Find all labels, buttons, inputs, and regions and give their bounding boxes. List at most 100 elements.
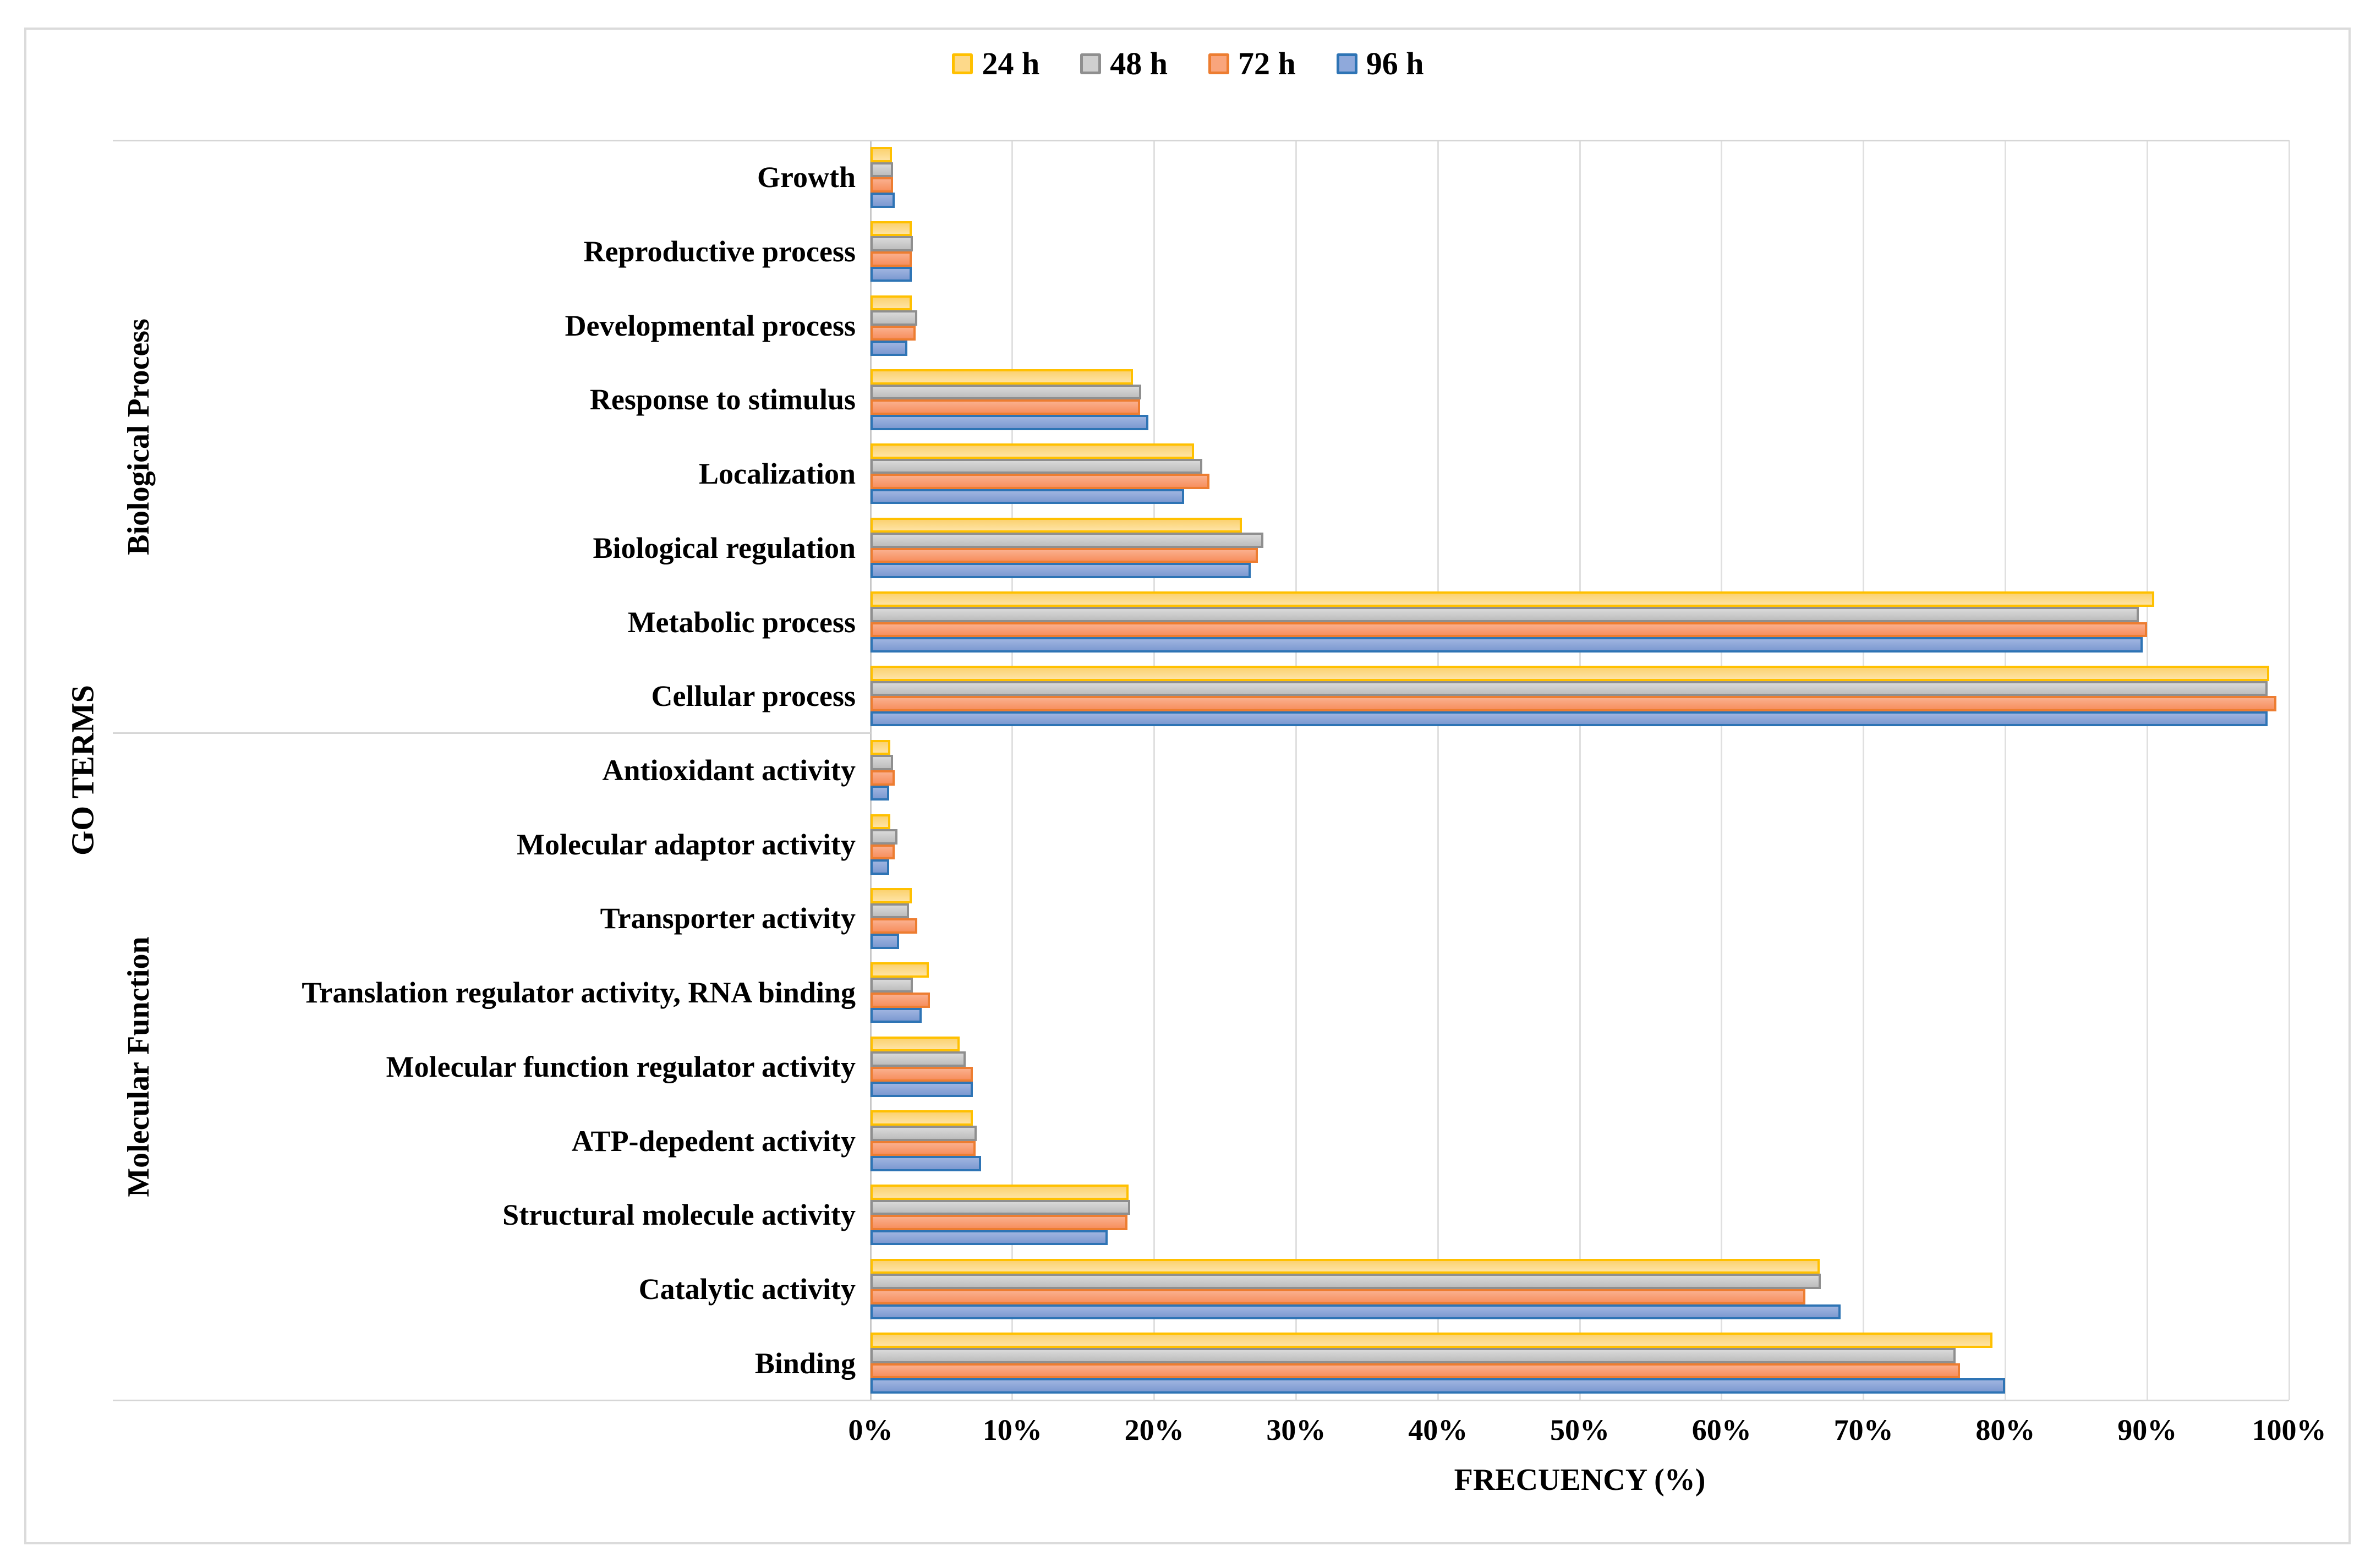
- legend-swatch-icon: [952, 53, 973, 74]
- bar-96h: [871, 1378, 2006, 1394]
- bar-72h: [871, 1363, 1960, 1379]
- legend-swatch-icon: [1336, 53, 1357, 74]
- legend-swatch-icon: [1080, 53, 1102, 74]
- gridline: [1011, 140, 1014, 1400]
- bar-72h: [871, 1289, 1805, 1304]
- category-label: Catalytic activity: [638, 1272, 856, 1306]
- bar-24h: [871, 666, 2269, 681]
- bar-96h: [871, 785, 889, 801]
- legend-item: 72 h: [1208, 45, 1296, 82]
- category-label: Molecular adaptor activity: [517, 827, 856, 861]
- x-tick-label: 100%: [2252, 1413, 2326, 1446]
- bar-96h: [871, 415, 1149, 430]
- category-label: Structural molecule activity: [502, 1198, 856, 1232]
- bar-96h: [871, 266, 912, 282]
- gridline: [2004, 140, 2006, 1400]
- x-tick-label: 60%: [1691, 1413, 1751, 1446]
- bar-72h: [871, 770, 895, 786]
- bar-72h: [871, 1215, 1127, 1230]
- bar-72h: [871, 918, 918, 934]
- bar-72h: [871, 696, 2276, 711]
- bar-48h: [871, 681, 2268, 697]
- bar-96h: [871, 1007, 922, 1023]
- bar-72h: [871, 1066, 973, 1082]
- category-label: Growth: [757, 161, 856, 194]
- category-label: Response to stimulus: [589, 383, 856, 416]
- bar-72h: [871, 399, 1140, 415]
- bar-72h: [871, 1141, 976, 1156]
- category-label: Localization: [699, 457, 856, 491]
- bar-72h: [871, 993, 930, 1008]
- bar-24h: [871, 147, 892, 162]
- bar-24h: [871, 369, 1133, 385]
- bar-24h: [871, 517, 1242, 533]
- gridline: [1863, 140, 1865, 1400]
- legend-item: 24 h: [952, 45, 1039, 82]
- bar-24h: [871, 221, 912, 237]
- legend-label: 72 h: [1238, 46, 1296, 81]
- x-tick-label: 30%: [1266, 1413, 1326, 1446]
- category-label: Reproductive process: [583, 235, 856, 268]
- category-label: Transporter activity: [600, 902, 856, 935]
- x-tick-label: 70%: [1833, 1413, 1893, 1446]
- bar-48h: [871, 310, 918, 326]
- bar-24h: [871, 888, 912, 903]
- bar-48h: [871, 1274, 1821, 1289]
- bar-96h: [871, 934, 899, 949]
- legend-swatch-icon: [1208, 53, 1229, 74]
- bar-72h: [871, 177, 894, 193]
- bar-48h: [871, 1348, 1956, 1363]
- bar-72h: [871, 474, 1210, 489]
- bar-48h: [871, 829, 897, 845]
- bar-48h: [871, 1051, 966, 1067]
- x-tick-label: 0%: [848, 1413, 893, 1446]
- bar-72h: [871, 251, 912, 267]
- bar-24h: [871, 814, 891, 830]
- bar-24h: [871, 1258, 1820, 1274]
- bar-24h: [871, 739, 891, 755]
- bar-72h: [871, 844, 895, 860]
- gridline: [1295, 140, 1297, 1400]
- x-tick-label: 50%: [1550, 1413, 1609, 1446]
- bar-24h: [871, 443, 1194, 459]
- bar-48h: [871, 1125, 977, 1141]
- x-axis-title: FRECUENCY (%): [1454, 1463, 1706, 1497]
- bar-72h: [871, 547, 1258, 563]
- x-tick-label: 80%: [1975, 1413, 2035, 1446]
- bar-48h: [871, 236, 913, 252]
- y-axis-title: GO TERMS: [64, 685, 101, 856]
- bar-48h: [871, 977, 913, 993]
- bar-24h: [871, 962, 929, 978]
- group-divider-line: [113, 732, 871, 734]
- legend-label: 96 h: [1366, 46, 1424, 81]
- category-label: Metabolic process: [627, 605, 856, 639]
- bar-48h: [871, 533, 1264, 548]
- gridline: [2146, 140, 2148, 1400]
- category-label: Antioxidant activity: [602, 753, 856, 787]
- gridline: [1153, 140, 1156, 1400]
- group-label-biological-process: Biological Process: [122, 319, 156, 555]
- bar-96h: [871, 1082, 973, 1098]
- category-label: Binding: [754, 1346, 856, 1380]
- bar-48h: [871, 1199, 1130, 1215]
- bar-96h: [871, 1304, 1841, 1320]
- bar-24h: [871, 295, 912, 311]
- bar-96h: [871, 859, 889, 875]
- bar-96h: [871, 711, 2268, 727]
- legend-label: 24 h: [982, 46, 1040, 81]
- category-axis-line: [113, 1399, 2289, 1401]
- category-label: Molecular function regulator activity: [386, 1050, 856, 1083]
- bar-48h: [871, 903, 909, 919]
- bar-96h: [871, 489, 1184, 505]
- gridline: [1721, 140, 1723, 1400]
- bar-96h: [871, 637, 2143, 653]
- bar-24h: [871, 591, 2155, 607]
- category-label: Translation regulator activity, RNA bind…: [302, 976, 856, 1010]
- plot-top-line: [113, 139, 2289, 141]
- bar-96h: [871, 1230, 1108, 1246]
- bar-96h: [871, 563, 1251, 579]
- bar-48h: [871, 384, 1142, 400]
- x-tick-label: 90%: [2117, 1413, 2177, 1446]
- legend-label: 48 h: [1110, 46, 1168, 81]
- bar-24h: [871, 1185, 1129, 1200]
